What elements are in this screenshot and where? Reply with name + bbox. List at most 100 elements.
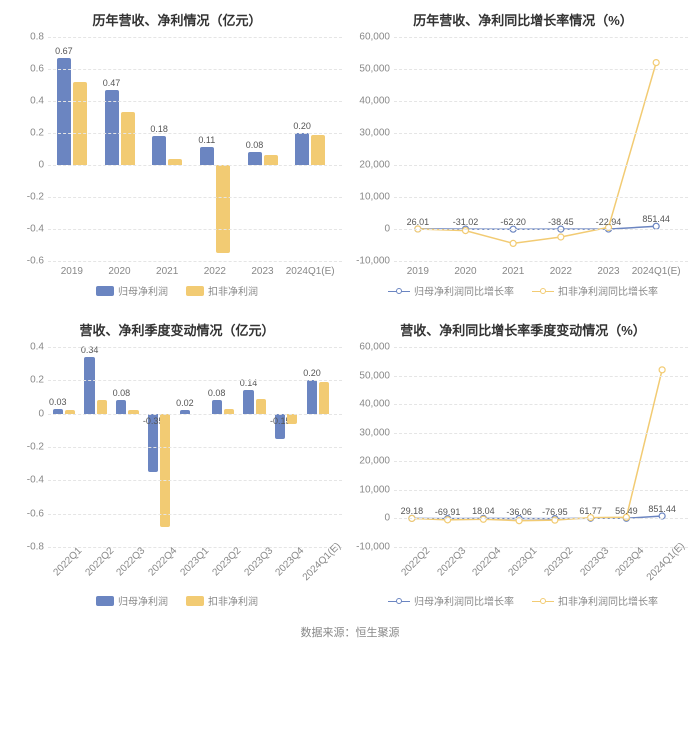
legend-item: 归母净利润 xyxy=(96,283,168,298)
legend-swatch xyxy=(186,286,204,296)
plot-area: 29.18-69.9118.04-36.06-76.9561.7756.4985… xyxy=(352,347,694,587)
x-tick-label: 2023Q2 xyxy=(210,545,243,578)
legend-item: 扣非净利润同比增长率 xyxy=(532,283,658,298)
grid-line xyxy=(394,461,688,462)
bar-value-label: 0.08 xyxy=(208,388,226,398)
x-tick-label: 2023 xyxy=(597,266,619,277)
bar xyxy=(243,390,253,413)
y-tick-label: -10,000 xyxy=(352,542,390,553)
plot-area: 0.030.340.08-0.350.020.080.14-0.150.20-0… xyxy=(6,347,348,587)
x-tick-label: 2020 xyxy=(108,266,130,277)
bar xyxy=(73,82,87,165)
y-tick-label: 10,000 xyxy=(352,484,390,495)
series-marker xyxy=(653,60,659,66)
legend: 归母净利润扣非净利润 xyxy=(6,587,348,618)
line-overlay xyxy=(394,347,680,547)
bar xyxy=(121,112,135,165)
bar xyxy=(311,135,325,165)
legend-item: 扣非净利润 xyxy=(186,283,258,298)
plot: 0.670.470.180.110.080.20 xyxy=(48,37,342,261)
line-value-label: -22.94 xyxy=(596,217,622,227)
legend: 归母净利润同比增长率扣非净利润同比增长率 xyxy=(352,587,694,618)
chart-title: 历年营收、净利同比增长率情况（%） xyxy=(352,6,694,37)
bar xyxy=(152,136,166,165)
x-tick-label: 2022 xyxy=(204,266,226,277)
legend-line-icon xyxy=(388,596,410,606)
grid-line xyxy=(48,101,342,102)
grid-line xyxy=(48,37,342,38)
grid-line xyxy=(394,197,688,198)
line-overlay xyxy=(394,37,680,261)
y-tick-label: -0.6 xyxy=(6,256,44,267)
chart-panel: 历年营收、净利情况（亿元）0.670.470.180.110.080.20-0.… xyxy=(6,6,348,308)
grid-line xyxy=(394,518,688,519)
bar xyxy=(264,155,278,165)
line-value-label: 29.18 xyxy=(401,506,424,516)
plot-area: 0.670.470.180.110.080.20-0.6-0.4-0.200.2… xyxy=(6,37,348,277)
x-tick-label: 2022Q1 xyxy=(51,545,84,578)
y-tick-label: 0 xyxy=(6,160,44,171)
bar xyxy=(319,382,329,414)
chart-panel: 营收、净利季度变动情况（亿元）0.030.340.08-0.350.020.08… xyxy=(6,316,348,618)
grid-line xyxy=(48,414,342,415)
legend: 归母净利润 扣非净利润 xyxy=(6,277,348,308)
y-tick-label: 0.6 xyxy=(6,64,44,75)
line-value-label: 851.44 xyxy=(648,504,676,514)
line-value-label: -31.02 xyxy=(453,217,479,227)
line-value-label: -76.95 xyxy=(542,507,568,517)
bar-value-label: 0.11 xyxy=(198,135,215,145)
y-tick-label: -0.6 xyxy=(6,508,44,519)
bar xyxy=(84,357,94,414)
chart-title: 营收、净利同比增长率季度变动情况（%） xyxy=(352,316,694,347)
legend-line-icon xyxy=(532,286,554,296)
legend-item: 扣非净利润同比增长率 xyxy=(532,593,658,608)
x-tick-label: 2020 xyxy=(454,266,476,277)
line-value-label: 61.77 xyxy=(579,506,602,516)
y-tick-label: -0.8 xyxy=(6,542,44,553)
y-tick-label: 30,000 xyxy=(352,427,390,438)
grid-line xyxy=(48,229,342,230)
y-tick-label: 40,000 xyxy=(352,96,390,107)
y-tick-label: 40,000 xyxy=(352,399,390,410)
y-tick-label: 50,000 xyxy=(352,64,390,75)
grid-line xyxy=(394,547,688,548)
x-tick-label: 2023Q3 xyxy=(578,545,611,578)
x-tick-label: 2022Q3 xyxy=(115,545,148,578)
x-tick-label: 2023Q3 xyxy=(242,545,275,578)
x-tick-label: 2024Q1(E) xyxy=(632,266,681,277)
line-value-label: -36.06 xyxy=(506,507,532,517)
y-tick-label: 10,000 xyxy=(352,192,390,203)
grid-line xyxy=(48,133,342,134)
grid-line xyxy=(394,490,688,491)
y-tick-label: -0.2 xyxy=(6,192,44,203)
y-tick-label: 0.2 xyxy=(6,128,44,139)
grid-line xyxy=(48,165,342,166)
line-value-label: -38.45 xyxy=(548,217,574,227)
x-tick-label: 2019 xyxy=(407,266,429,277)
grid-line xyxy=(394,37,688,38)
line-value-label: 851.44 xyxy=(642,214,670,224)
chart-panel: 历年营收、净利同比增长率情况（%）26.01-31.02-62.20-38.45… xyxy=(352,6,694,308)
x-tick-label: 2022Q4 xyxy=(147,545,180,578)
legend-label: 扣非净利润同比增长率 xyxy=(558,593,658,608)
y-tick-label: 50,000 xyxy=(352,370,390,381)
x-tick-label: 2022 xyxy=(550,266,572,277)
y-tick-label: 60,000 xyxy=(352,342,390,353)
y-tick-label: 0 xyxy=(352,224,390,235)
x-tick-label: 2023 xyxy=(251,266,273,277)
legend-item: 归母净利润同比增长率 xyxy=(388,283,514,298)
x-tick-label: 2021 xyxy=(156,266,178,277)
y-tick-label: 20,000 xyxy=(352,456,390,467)
y-tick-label: 0.4 xyxy=(6,96,44,107)
y-tick-label: -10,000 xyxy=(352,256,390,267)
line-value-label: 18.04 xyxy=(472,506,495,516)
grid-line xyxy=(394,347,688,348)
x-tick-label: 2024Q1(E) xyxy=(286,266,335,277)
bar xyxy=(200,147,214,165)
line-value-label: 26.01 xyxy=(407,217,430,227)
legend-swatch xyxy=(186,596,204,606)
grid-line xyxy=(48,347,342,348)
grid-line xyxy=(394,404,688,405)
bar xyxy=(97,400,107,413)
bar xyxy=(287,414,297,424)
